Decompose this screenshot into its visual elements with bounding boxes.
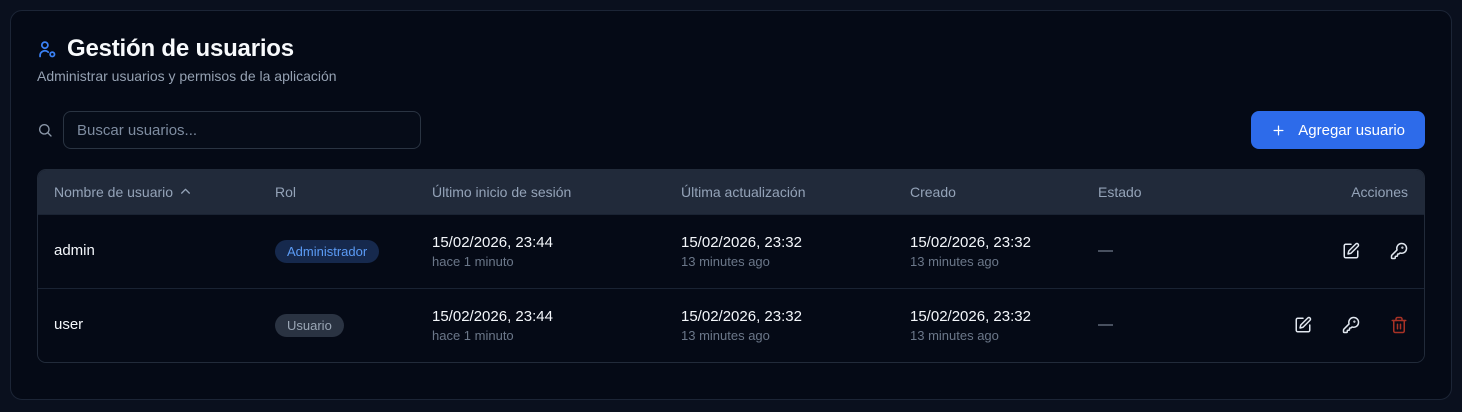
column-header-created[interactable]: Creado: [910, 183, 956, 200]
edit-icon: [1343, 242, 1360, 259]
key-icon: [1390, 242, 1408, 260]
trash-icon: [1391, 316, 1407, 334]
search-icon: [39, 124, 52, 137]
role-badge: Usuario: [275, 313, 344, 337]
sort-asc-icon: [181, 188, 191, 195]
created-relative: 13 minutes ago: [910, 327, 999, 343]
column-header-username[interactable]: Nombre de usuario: [38, 170, 259, 214]
users-icon: [39, 40, 56, 57]
key-icon: [1342, 316, 1360, 334]
plus-icon: [1273, 125, 1284, 135]
column-header-status[interactable]: Estado: [1098, 183, 1142, 200]
updated-value: 15/02/2026, 23:32: [681, 233, 802, 251]
column-header-actions: Acciones: [1351, 183, 1408, 200]
edit-user-button[interactable]: [1342, 242, 1360, 260]
actions-cell: [1232, 214, 1424, 288]
created-relative: 13 minutes ago: [910, 253, 999, 269]
search-area: [37, 111, 421, 149]
toolbar: Agregar usuario: [37, 111, 1425, 149]
users-table-container: Nombre de usuario Rol Último inicio de s…: [37, 169, 1425, 363]
created-value: 15/02/2026, 23:32: [910, 233, 1031, 251]
add-user-button[interactable]: Agregar usuario: [1251, 111, 1425, 149]
edit-user-button[interactable]: [1294, 316, 1312, 334]
table-row: user Usuario 15/02/2026, 23:44 hace 1 mi…: [38, 288, 1424, 362]
page-header: Gestión de usuarios: [37, 35, 1425, 63]
edit-icon: [1295, 316, 1312, 333]
updated-relative: 13 minutes ago: [681, 327, 770, 343]
role-badge: Administrador: [275, 239, 380, 263]
reset-password-button[interactable]: [1342, 316, 1360, 334]
status-value: —: [1098, 242, 1113, 259]
last-login-value: 15/02/2026, 23:44: [432, 233, 553, 251]
last-login-relative: hace 1 minuto: [432, 327, 514, 343]
table-header-row: Nombre de usuario Rol Último inicio de s…: [38, 170, 1424, 214]
updated-relative: 13 minutes ago: [681, 253, 770, 269]
page-title: Gestión de usuarios: [67, 35, 294, 62]
actions-cell: [1232, 288, 1424, 362]
add-user-button-label: Agregar usuario: [1298, 121, 1405, 139]
column-header-role[interactable]: Rol: [275, 183, 297, 200]
delete-user-button[interactable]: [1390, 316, 1408, 334]
username-text: admin: [54, 242, 95, 259]
last-login-relative: hace 1 minuto: [432, 253, 514, 269]
column-header-last-login[interactable]: Último inicio de sesión: [432, 183, 572, 200]
users-table: Nombre de usuario Rol Último inicio de s…: [38, 170, 1424, 362]
created-value: 15/02/2026, 23:32: [910, 307, 1031, 325]
last-login-value: 15/02/2026, 23:44: [432, 307, 553, 325]
status-value: —: [1098, 316, 1113, 334]
updated-value: 15/02/2026, 23:32: [681, 307, 802, 325]
page-subtitle: Administrar usuarios y permisos de la ap…: [37, 68, 337, 84]
search-input[interactable]: [63, 111, 421, 149]
username-text: user: [54, 316, 84, 334]
table-body: admin Administrador 15/02/2026, 23:44 ha…: [38, 214, 1424, 362]
column-header-updated[interactable]: Última actualización: [681, 183, 806, 200]
reset-password-button[interactable]: [1390, 242, 1408, 260]
user-management-card: Gestión de usuarios Administrar usuarios…: [10, 10, 1452, 400]
column-header-username-label: Nombre de usuario: [54, 183, 174, 200]
table-row: admin Administrador 15/02/2026, 23:44 ha…: [38, 214, 1424, 288]
